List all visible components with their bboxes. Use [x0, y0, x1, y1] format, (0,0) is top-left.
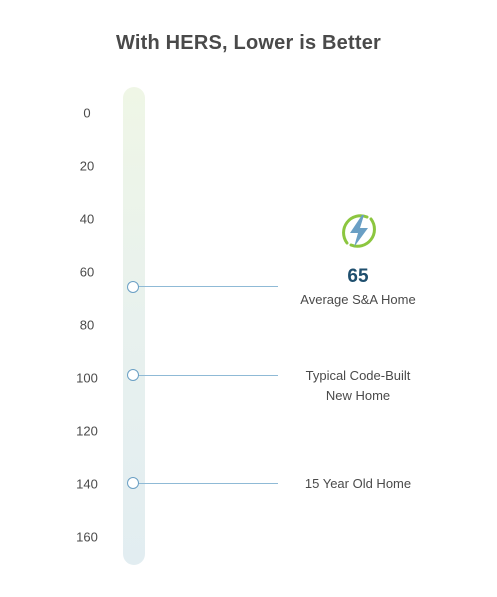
page-title: With HERS, Lower is Better — [115, 32, 382, 54]
tick-label: 100 — [76, 370, 98, 386]
tick-label: 20 — [79, 158, 95, 174]
marker-dot-15-year-old-home — [127, 477, 139, 489]
lightning-bolt-icon — [342, 214, 376, 248]
marker-line-code-built-home — [134, 375, 278, 376]
marker-label-line-2: New Home — [325, 388, 391, 403]
marker-label-average-sa-home: Average S&A Home — [300, 292, 416, 307]
marker-label-code-built-home: Typical Code-Built New Home — [278, 366, 438, 406]
tick-label: 40 — [79, 211, 95, 227]
marker-line-average-sa-home — [134, 286, 278, 287]
tick-label: 140 — [76, 476, 98, 492]
marker-label-15-year-old-home: 15 Year Old Home — [304, 476, 412, 491]
marker-line-15-year-old-home — [134, 483, 278, 484]
tick-label: 0 — [83, 105, 91, 121]
tick-label: 80 — [79, 317, 95, 333]
hers-score-value: 65 — [347, 266, 369, 287]
marker-label-line-1: Typical Code-Built — [305, 368, 411, 383]
tick-label: 120 — [76, 423, 98, 439]
marker-dot-average-sa-home — [127, 281, 139, 293]
tick-label: 160 — [76, 529, 98, 545]
marker-dot-code-built-home — [127, 369, 139, 381]
tick-label: 60 — [79, 264, 95, 280]
hers-score-badge: 65 — [278, 265, 438, 289]
hers-scale-bar — [123, 87, 145, 565]
